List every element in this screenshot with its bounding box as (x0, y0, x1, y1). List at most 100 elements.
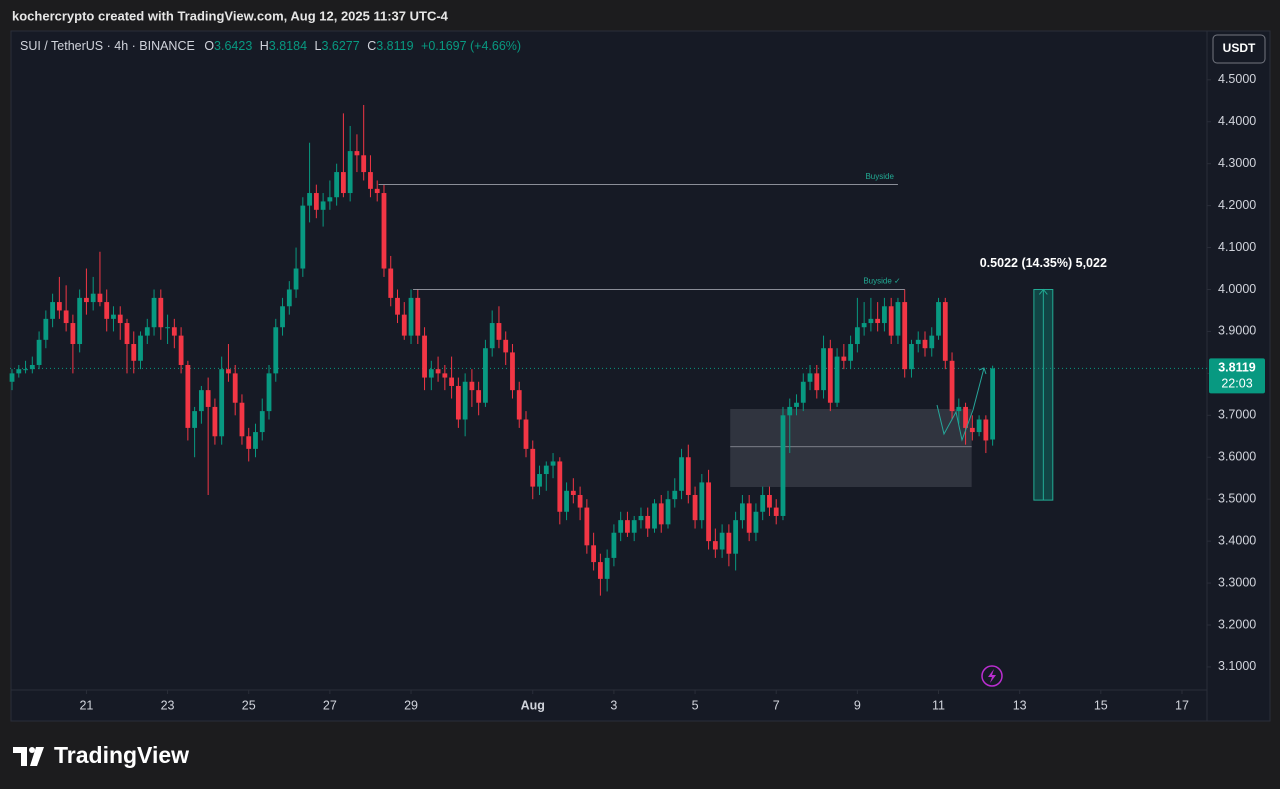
x-tick-label: 27 (323, 698, 337, 712)
candle-body (841, 356, 847, 361)
candle-body (77, 297, 83, 345)
alert-bolt (988, 669, 996, 683)
candle-body (584, 507, 590, 546)
candle-body (726, 532, 732, 554)
candle-body (936, 302, 941, 336)
candle-body (226, 369, 231, 374)
candle-body (280, 306, 285, 328)
y-tick-label: 4.2000 (1218, 198, 1256, 212)
candle-body (320, 201, 326, 210)
candle-body (983, 419, 989, 441)
candle-body (313, 193, 319, 210)
candle-body (361, 155, 367, 173)
y-tick-label: 3.6000 (1218, 450, 1256, 464)
candle-body (43, 318, 49, 340)
candle-body (354, 151, 360, 156)
candle-body (16, 369, 22, 374)
candle-body (266, 373, 272, 412)
candle-body (415, 297, 421, 336)
candle-body (679, 457, 684, 491)
measure-label: 0.5022 (14.35%) 5,022 (980, 256, 1107, 270)
candle-body (800, 381, 806, 403)
candle-body (611, 532, 617, 558)
ohlc-value: 3.6423 (214, 39, 252, 53)
ohlc-value: 3.8119 (376, 39, 413, 53)
candle-body (949, 360, 955, 412)
alert-icon[interactable] (981, 665, 1003, 687)
candle-body (395, 297, 400, 315)
ohlc-label: H (260, 39, 269, 53)
ohlc-label: L (315, 39, 322, 53)
candle-body (516, 390, 522, 420)
candle-body (212, 406, 218, 437)
candle-body (543, 465, 549, 475)
candle-body (699, 482, 705, 521)
currency-button[interactable] (1212, 34, 1266, 64)
chart-pane (10, 30, 1271, 722)
candle-body (422, 335, 427, 378)
x-tick-label: 21 (79, 698, 93, 712)
symbol: SUI / TetherUS · 4h · BINANCE (20, 39, 195, 53)
candle-body (496, 323, 502, 340)
candle-body (577, 494, 583, 508)
y-tick-label: 4.4000 (1218, 114, 1256, 128)
candle-body (570, 490, 576, 495)
candle-body (638, 515, 644, 521)
candle-body (259, 411, 265, 433)
plot: 4.5000 4.4000 4.3000 4.2000 4.1000 4.0000 3.90… (9, 72, 1256, 712)
candle-body (760, 494, 766, 512)
candle-body (706, 482, 711, 542)
candle-body (253, 432, 258, 449)
y-tick-label: 3.3000 (1218, 575, 1256, 589)
candle-body (381, 193, 387, 269)
candle-body (861, 323, 867, 328)
candle-body (293, 268, 299, 290)
change: +0.1697 (+4.66%) (421, 39, 521, 53)
candle-body (84, 297, 89, 303)
x-tick-label: Aug (521, 698, 545, 712)
candle-body (117, 314, 123, 324)
candle-body (929, 335, 935, 349)
y-tick-label: 3.1000 (1218, 659, 1256, 673)
projection-drawing (936, 367, 985, 442)
candle-body (9, 373, 15, 382)
candle-body (341, 172, 346, 194)
candle-body (185, 364, 191, 428)
y-tick-label: 4.1000 (1218, 240, 1256, 254)
candle-body (895, 302, 901, 336)
candle-body (712, 541, 718, 550)
countdown: 22:03 (1221, 377, 1252, 391)
x-tick-label: 25 (242, 698, 256, 712)
candle-body (327, 197, 333, 202)
y-tick-label: 4.3000 (1218, 156, 1256, 170)
candle-body (131, 344, 137, 361)
candle-body (300, 205, 306, 269)
candle-body (848, 344, 854, 361)
candle-body (503, 339, 509, 353)
candle-body (104, 302, 110, 319)
candle-body (239, 402, 245, 437)
x-tick-label: 11 (932, 698, 945, 712)
candle-body (462, 381, 468, 420)
y-tick-label: 3.7000 (1218, 408, 1256, 422)
candle-body (625, 520, 630, 533)
candle-body (523, 419, 529, 449)
ohlc-label: C (367, 39, 376, 53)
candle-body (178, 335, 184, 365)
candle-body (591, 545, 597, 563)
candle-body (814, 373, 820, 391)
y-tick-label: 3.9000 (1218, 324, 1256, 338)
currency[interactable]: USDT (1223, 41, 1256, 55)
candle-body (489, 323, 495, 349)
candle-body (408, 297, 414, 336)
x-tick-label: 15 (1094, 698, 1108, 712)
candle-body (834, 356, 840, 403)
candle-body (740, 503, 745, 521)
candle-body (618, 520, 624, 533)
x-tick-label: 3 (610, 698, 617, 712)
ohlc-label: O (204, 39, 214, 53)
ohlc-value: 3.8184 (269, 39, 307, 53)
logo-dot (29, 747, 35, 753)
